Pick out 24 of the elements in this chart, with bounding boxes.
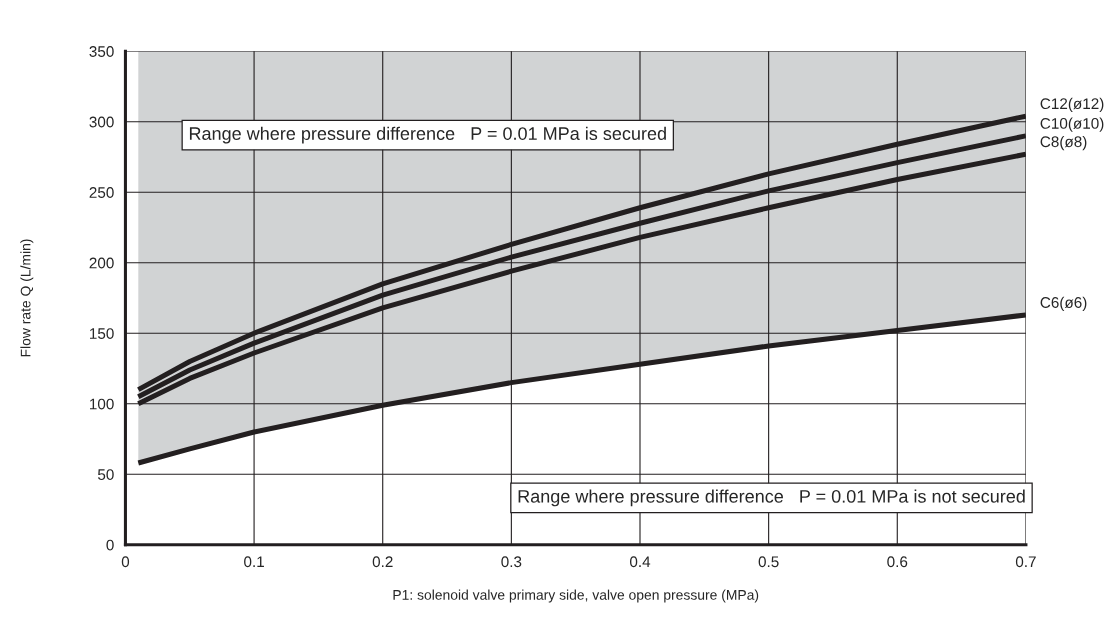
y-tick-label: 100 (90, 398, 114, 410)
annotation: Range where pressure difference P = 0.01 MPa is secured (189, 126, 666, 144)
y-tick-label: 350 (89, 46, 114, 57)
annotation: Range where pressure difference P = 0.01 MPa is not secured (518, 489, 1025, 507)
y-tick-label: 0 (106, 539, 114, 551)
series-label: C8(ø8) (1040, 135, 1087, 151)
x-tick-label: 0.6 (887, 556, 908, 568)
x-tick-label: 0.3 (501, 556, 522, 568)
y-tick-label: 250 (89, 187, 114, 198)
series-label: C10(ø10) (1040, 117, 1104, 132)
y-tick-label: 150 (90, 328, 114, 339)
y-tick-label: 50 (97, 469, 114, 480)
x-tick-label: 0.1 (244, 556, 264, 568)
y-tick-label: 300 (89, 116, 114, 128)
x-tick-label: 0.4 (629, 556, 651, 568)
x-tick-label: 0 (121, 556, 130, 568)
series-label: C12(ø12) (1040, 97, 1104, 113)
series-label: C6(ø6) (1040, 296, 1087, 311)
x-tick-label: 0.2 (372, 556, 393, 568)
y-axis-title: Flow rate Q (L/min) (20, 239, 34, 357)
y-tick-label: 200 (89, 257, 114, 269)
x-tick-label: 0.5 (758, 556, 779, 568)
x-axis-title: P1: solenoid valve primary side, valve open pressure (MPa) (393, 589, 759, 603)
x-tick-label: 0.7 (1015, 556, 1036, 568)
